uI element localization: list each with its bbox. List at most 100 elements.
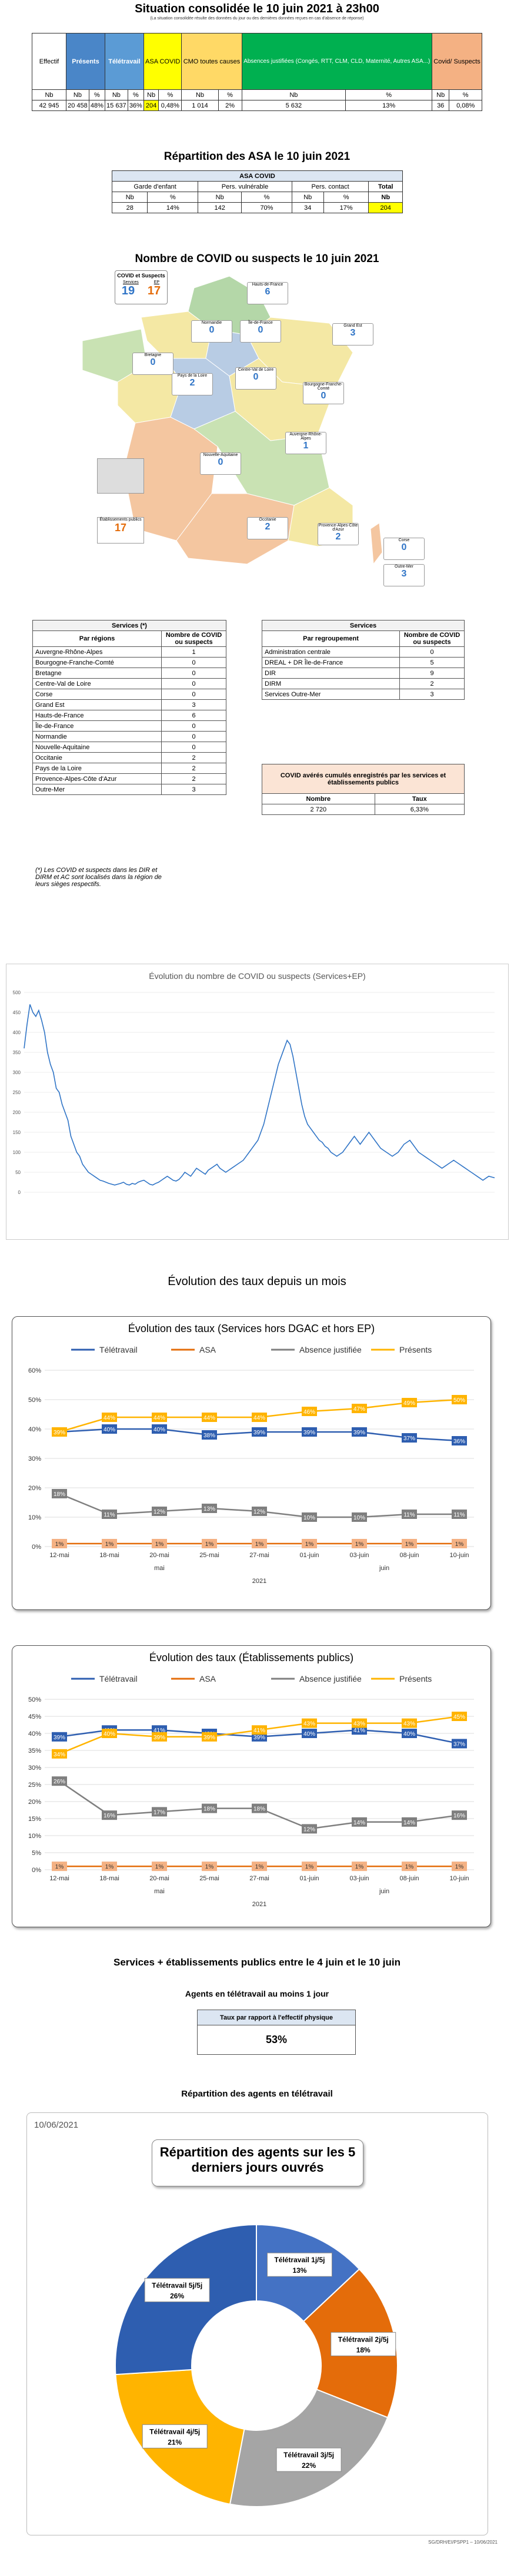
data-label: 1% [55,1541,64,1548]
data-label-bg [202,1861,217,1871]
data-label: 39% [353,1430,365,1436]
asa-sub-cell: % [147,192,199,203]
y-tick: 500 [13,990,21,995]
data-label: 43% [403,1721,415,1728]
y-tick: 10% [28,1514,41,1521]
region-value: 2 [265,522,271,532]
ep-val1: 2 720 [262,804,375,815]
data-label-bg [152,1861,167,1871]
y-tick: 40% [28,1426,41,1433]
data-label: 38% [203,1433,215,1439]
x-tick: 10-juin [449,1875,469,1882]
chart2-title: Évolution des taux (Services hors DGAC e… [128,1323,375,1334]
map-region-label: Pays de la Loire 2 [172,373,213,395]
row-label: Centre-Val de Loire [32,678,162,689]
x-tick: 27-mai [249,1552,269,1559]
x-tick: 08-juin [399,1552,419,1559]
row-value: 0 [161,731,226,742]
data-label-bg [302,1861,317,1871]
table-row: Centre-Val de Loire 0 [32,678,226,689]
data-label: 43% [303,1721,315,1728]
y-tick: 40% [28,1730,41,1738]
x-tick: 12-mai [49,1875,69,1882]
row-label: DIR [262,668,400,679]
row-value: 2 [161,752,226,763]
sit-sub-cell: % [127,89,144,100]
data-label-bg [452,1810,467,1820]
region-name: Hauts-de-France [252,283,283,287]
tt-title: Agents en télétravail au moins 1 jour [185,1989,329,1998]
row-value: 6 [161,710,226,721]
sit-val-cell: 13% [345,100,433,111]
y-tick: 450 [13,1010,21,1015]
sit-sub-cell: % [449,89,482,100]
data-label-bg [252,1725,267,1735]
x-tick: 03-juin [349,1552,369,1559]
sit-val-cell: 42 945 [32,100,66,111]
ep-box: Établissements publics 17 [97,517,144,544]
y-tick: 250 [13,1090,21,1095]
legend-ep-label: EP [153,280,160,284]
data-label-bg [302,1539,317,1548]
pie-plot: Télétravail 1j/5j 13% Télétravail 2j/5j 18%… [115,2223,398,2507]
y-tick: 200 [13,1110,21,1115]
data-label: 18% [54,1491,65,1498]
data-label: 39% [253,1735,265,1741]
table-row: Bretagne 0 [32,668,226,679]
col-teletravail: Télétravail [104,33,144,90]
data-label: 11% [104,1512,115,1518]
x-tick: 25-mai [199,1875,219,1882]
data-label-bg [302,1512,317,1522]
data-label-bg [402,1718,417,1728]
col-presents: Présents [66,33,105,90]
region-name: Provence-Alpes-Côte d'Azur [318,524,358,532]
svc-col2: Nombre de COVID ou suspects [161,630,226,647]
legend-label: ASA [199,1345,216,1354]
row-value: 0 [161,678,226,689]
data-label: 18% [203,1806,215,1813]
data-label-bg [252,1427,267,1437]
x-tick: 18-mai [99,1552,119,1559]
data-label-bg [352,1404,367,1413]
table-row: Île-de-France 0 [32,720,226,732]
slice-value: 26% [170,2292,184,2300]
data-label: 36% [453,1438,465,1445]
table-row: DIRM 2 [262,678,465,689]
x-tick: 01-juin [299,1875,319,1882]
svc-col1: Par régions [32,630,162,647]
asa-sub-cell: % [241,192,292,203]
row-label: Administration centrale [262,646,400,658]
ep-covid-table: COVID avérés cumulés enregistrés par les… [262,764,465,815]
data-label: 12% [253,1509,265,1515]
data-label: 41% [153,1728,165,1734]
ep-col1: Nombre [262,793,375,804]
data-label: 18% [253,1806,265,1813]
map-region-label: Outre-Mer 3 [383,564,425,586]
data-label-bg [452,1510,467,1519]
col-effectif: Effectif [32,33,66,90]
y-tick: 35% [28,1747,41,1755]
region-name: Pays de la Loire [177,374,208,378]
slice-label: Télétravail 5j/5j [152,2281,202,2289]
sit-val-cell: 5 632 [241,100,346,111]
data-label: 16% [104,1813,115,1819]
legend-label: ASA [199,1674,216,1683]
data-label-bg [252,1539,267,1548]
data-label: 11% [403,1512,415,1518]
sit-sub-cell: Nb [104,89,128,100]
data-label: 12% [303,1826,315,1833]
x-tick: 27-mai [249,1875,269,1882]
svc2-title: Services [262,620,465,631]
chart3-title: Évolution des taux (Établissements publi… [149,1652,354,1663]
table-row: Services Outre-Mer 3 [262,689,465,700]
map-region-label: Bourgogne-Franche-Comté 0 [303,382,344,404]
table-row: Provence-Alpes-Côte d'Azur 2 [32,773,226,784]
data-label-bg [102,1510,117,1519]
asa-val-cell: 70% [241,202,292,213]
footer: SG/DRH/EI/PSPP1 – 10/06/2021 [428,2540,498,2545]
data-label-bg [402,1861,417,1871]
data-label-bg [202,1504,217,1513]
data-label: 1% [205,1864,214,1870]
data-label-bg [52,1427,67,1437]
group-label: juin [379,1888,389,1895]
